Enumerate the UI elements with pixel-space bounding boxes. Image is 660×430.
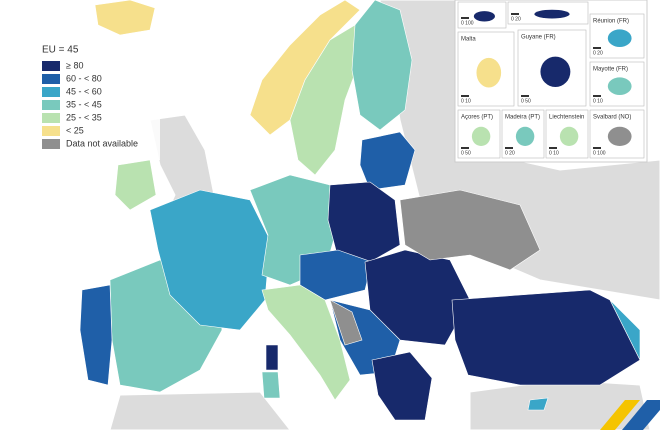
scale-bar [593,95,601,97]
legend-swatch [42,113,60,123]
logo-yellow [600,400,640,430]
legend-label: 35 - < 45 [66,99,102,109]
inset-shape [471,126,491,146]
inset-shape [476,57,502,88]
scale-label: 0 10 [461,98,471,104]
legend: ≥ 80 60 - < 80 45 - < 60 35 - < 45 25 - < 35… [42,60,138,149]
finland [351,0,413,131]
scale-bar [549,147,557,149]
scale-label: 0 20 [505,150,515,156]
insets: 0 100 0 20 Malta 0 10 Guyane (FR) 0 50 Réunion… [457,1,645,159]
legend-label: 25 - < 35 [66,112,102,122]
inset-shape [540,56,571,87]
scale-bar [461,95,469,97]
cyprus [527,397,549,411]
regions [79,0,641,421]
portugal [79,284,113,386]
scale-label: 0 50 [461,150,471,156]
scale-bar [461,147,469,149]
sweden [289,24,361,176]
logo-blue [622,400,660,430]
logo [600,400,660,430]
inset-label: Réunion (FR) [593,19,629,25]
legend-label: 60 - < 80 [66,73,102,83]
north-africa [109,391,291,430]
legend-swatch [42,100,60,110]
italy [261,284,351,401]
iceland [94,0,156,36]
baltics [359,131,416,191]
poland [327,181,401,263]
inset-shape [534,9,570,19]
inset-shape [607,77,632,95]
inset-label: Malta [461,37,476,43]
inset-shape [473,11,495,22]
turkey-east [609,299,641,361]
inset-shape [607,126,632,146]
legend-swatch [42,74,60,84]
france [149,189,271,331]
scale-label: 0 100 [593,150,606,156]
ukraine [399,189,541,271]
inset-label: Liechtenstein [549,115,584,121]
inset-label: Svalbard (NO) [593,115,631,121]
inset-shape [559,126,579,146]
scale-bar [461,17,469,19]
scale-label: 0 20 [593,50,603,56]
scale-label: 0 20 [511,16,521,22]
inset-label: Madeira (PT) [505,115,540,121]
ireland [114,159,157,211]
legend-swatch [42,87,60,97]
scale-bar [511,13,519,15]
inset-shape [515,126,535,146]
scale-label: 0 100 [461,20,474,26]
legend-label: < 25 [66,125,84,135]
greece [371,351,433,421]
norway [249,0,361,136]
bosnia [329,299,363,346]
legend-label: 45 - < 60 [66,86,102,96]
inset-shape [607,29,632,47]
inset-label: Mayotte (FR) [593,67,628,73]
sardinia [261,371,281,399]
scale-bar [505,147,513,149]
legend-label: ≥ 80 [66,60,83,70]
scale-bar [593,47,601,49]
legend-label: Data not available [66,138,138,148]
scale-bar [593,147,601,149]
inset-label: Açores (PT) [461,115,493,121]
legend-title: EU = 45 [42,45,79,56]
corsica-sardinia [265,344,279,371]
scale-label: 0 10 [549,150,559,156]
inset-label: Guyane (FR) [521,35,556,41]
legend-swatch [42,126,60,136]
legend-swatch [42,139,60,149]
scale-label: 0 10 [593,98,603,104]
scale-label: 0 50 [521,98,531,104]
legend-swatch [42,61,60,71]
scale-bar [521,95,529,97]
